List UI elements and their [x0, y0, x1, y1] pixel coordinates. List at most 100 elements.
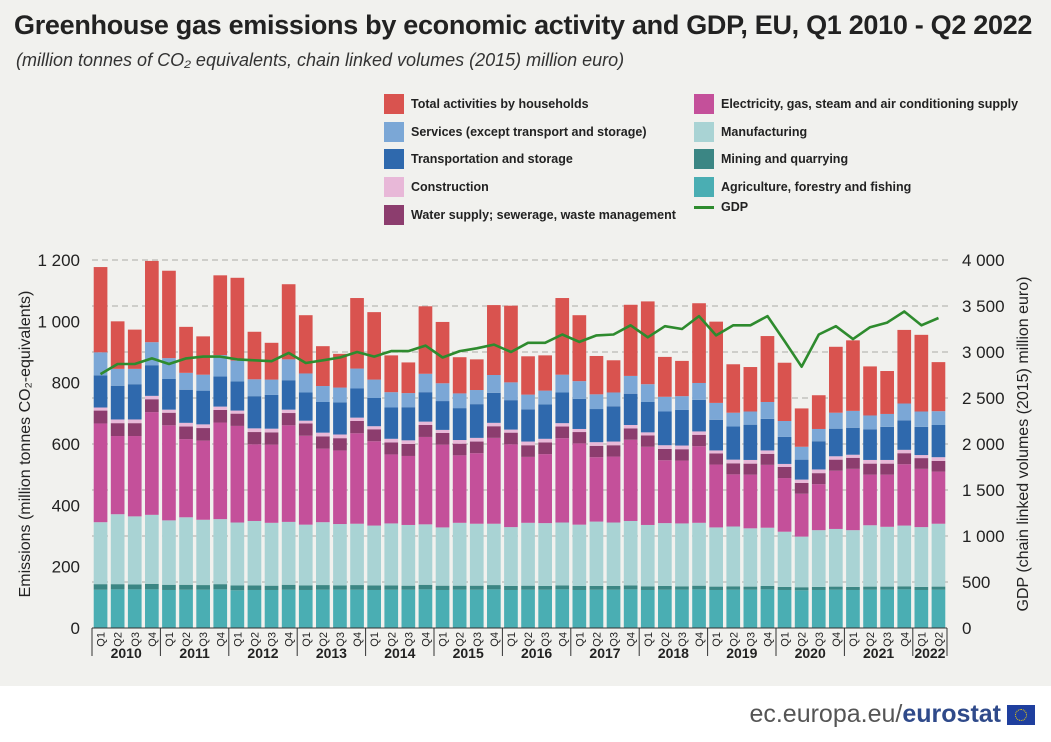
bar-segment — [281, 413, 296, 426]
bar-segment — [469, 359, 484, 391]
bar-segment — [230, 277, 245, 361]
bar-segment — [316, 346, 330, 387]
bar-segment — [179, 326, 193, 373]
bar-segment — [760, 453, 775, 465]
bar-segment — [264, 428, 279, 433]
bar-segment — [914, 468, 929, 528]
bar-segment — [401, 589, 416, 628]
bar-segment — [709, 527, 723, 587]
legend-swatch — [694, 149, 714, 169]
bar-segment — [692, 431, 706, 435]
bar-segment — [863, 463, 877, 475]
bar-segment — [350, 298, 364, 369]
bar-segment — [367, 441, 381, 526]
bar-segment — [93, 423, 108, 523]
x-tick-label: Q2 — [113, 632, 125, 647]
y2-tick-label: 4 000 — [962, 251, 1005, 270]
x-tick-label: Q4 — [147, 632, 159, 647]
bar-segment — [247, 331, 262, 380]
bar-segment — [846, 468, 860, 531]
legend-label: GDP — [721, 200, 749, 214]
bar-segment — [145, 514, 159, 584]
bar-segment — [469, 441, 484, 454]
bar-segment — [811, 530, 826, 587]
bar-segment — [863, 586, 877, 590]
legend-line — [694, 205, 714, 209]
bar-segment — [418, 589, 433, 628]
bar-segment — [709, 402, 723, 420]
bar-segment — [281, 284, 296, 360]
bar-segment — [623, 375, 638, 394]
bar-segment — [794, 482, 809, 494]
bar-segment — [93, 584, 108, 590]
x-tick-label: Q2 — [865, 632, 877, 647]
bar-segment — [726, 586, 741, 590]
bar-segment — [914, 455, 929, 459]
bar-segment — [794, 446, 809, 460]
bar-segment — [538, 390, 552, 405]
bar-segment — [880, 474, 894, 527]
bar-segment — [538, 404, 552, 439]
bar-segment — [418, 306, 433, 374]
bar-segment — [709, 589, 723, 628]
bar-segment — [230, 585, 245, 591]
year-label: 2010 — [111, 645, 142, 661]
bar-segment — [521, 356, 535, 395]
bar-segment — [127, 419, 142, 424]
year-label: 2015 — [453, 645, 484, 661]
bar-segment — [504, 429, 518, 433]
bar-segment — [145, 589, 159, 628]
bar-segment — [897, 453, 912, 465]
bar-segment — [726, 463, 741, 475]
bar-segment — [487, 426, 501, 438]
bar-segment — [794, 590, 809, 628]
bar-segment — [777, 589, 792, 628]
bar-segment — [640, 435, 655, 447]
bar-segment — [606, 456, 621, 523]
bar-segment — [162, 589, 176, 628]
x-tick-label: Q1 — [164, 632, 176, 647]
bar-segment — [213, 422, 228, 520]
bar-segment — [298, 373, 313, 393]
bar-segment — [230, 410, 245, 414]
bar-segment — [179, 439, 193, 518]
bar-segment — [213, 355, 228, 377]
bar-segment — [760, 585, 775, 590]
bar-segment — [760, 527, 775, 586]
bar-segment — [572, 524, 587, 586]
bar-segment — [469, 437, 484, 442]
bar-segment — [863, 589, 877, 628]
year-label: 2016 — [521, 645, 552, 661]
bar-segment — [487, 589, 501, 628]
bar-segment — [179, 589, 193, 628]
bar-segment — [675, 409, 689, 446]
bar-segment — [914, 458, 929, 469]
bar-segment — [863, 366, 877, 416]
bar-segment — [589, 457, 604, 522]
y-tick-label: 800 — [52, 374, 80, 393]
bar-segment — [760, 589, 775, 628]
bar-segment — [675, 449, 689, 461]
bar-segment — [110, 321, 125, 369]
legend-item-services: Services (except transport and storage) — [384, 122, 647, 142]
bar-segment — [213, 409, 228, 423]
bar-segment — [145, 583, 159, 590]
bar-segment — [110, 584, 125, 590]
bar-segment — [931, 586, 946, 590]
bar-segment — [829, 456, 843, 460]
bar-segment — [230, 425, 245, 523]
bar-segment — [521, 456, 535, 523]
bar-segment — [589, 445, 604, 458]
bar-segment — [281, 425, 296, 522]
bar-segment — [675, 589, 689, 628]
bar-segment — [367, 585, 381, 590]
legend-item-mining: Mining and quarrying — [694, 149, 848, 169]
bar-segment — [760, 336, 775, 402]
bar-segment — [179, 372, 193, 390]
bar-segment — [316, 585, 330, 590]
bar-segment — [298, 423, 313, 436]
footer-site[interactable]: ec.europa.eu/ — [749, 700, 903, 728]
bar-segment — [931, 460, 946, 472]
bar-segment — [829, 589, 843, 628]
bar-segment — [452, 443, 467, 456]
